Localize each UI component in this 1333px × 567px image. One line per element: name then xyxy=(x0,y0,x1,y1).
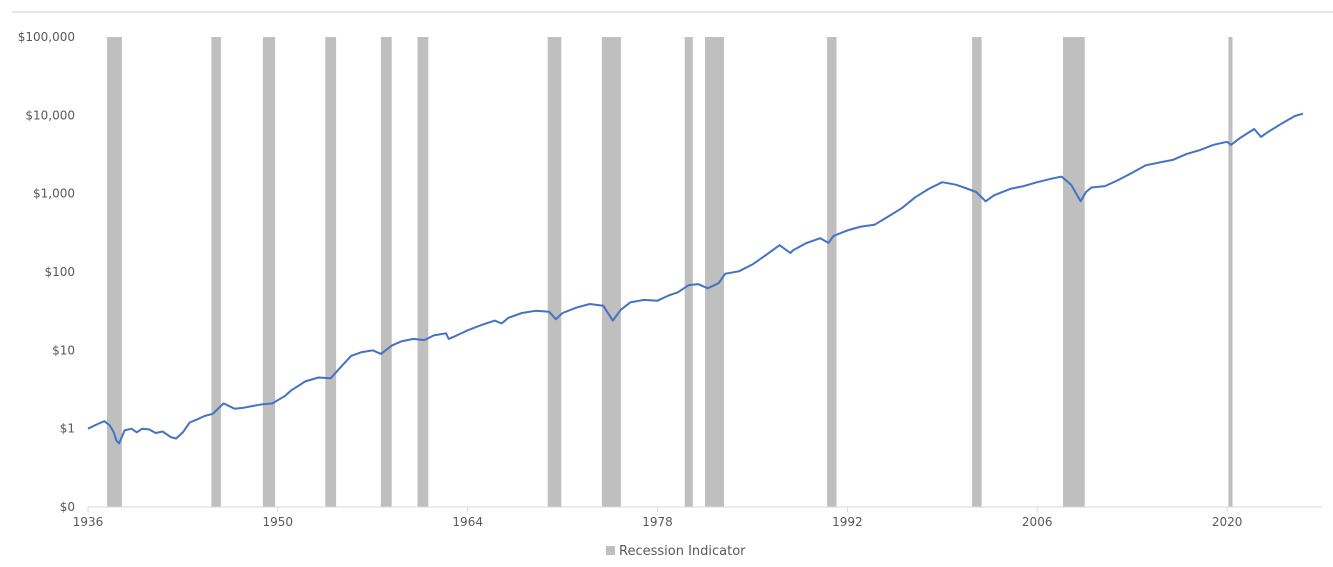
recession-band xyxy=(972,37,982,507)
recession-band xyxy=(380,37,392,507)
x-tick-label: 1964 xyxy=(452,515,483,529)
y-tick-label: $10,000 xyxy=(25,108,75,122)
x-tick-label: 1978 xyxy=(642,515,673,529)
recession-bands xyxy=(107,37,1233,507)
x-tick-label: 1936 xyxy=(73,515,104,529)
series-line xyxy=(87,112,1304,445)
recession-band xyxy=(262,37,276,507)
series-layer xyxy=(87,112,1304,445)
y-tick-label: $1 xyxy=(60,422,75,436)
recession-band xyxy=(107,37,122,507)
recession-band xyxy=(211,37,221,507)
axes: $0 $1 $10 $100 $1,000 $10,000 $100,000 1936 1950… xyxy=(18,30,1322,529)
y-tick-label: $100 xyxy=(44,265,75,279)
recession-band xyxy=(547,37,562,507)
recession-band xyxy=(417,37,429,507)
recession-band xyxy=(1063,37,1085,507)
recession-band xyxy=(705,37,724,507)
y-tick-label: $0 xyxy=(60,500,75,514)
x-tick-label: 1950 xyxy=(263,515,294,529)
recession-band xyxy=(827,37,837,507)
legend: Recession Indicator xyxy=(606,544,746,559)
x-tick-label: 2006 xyxy=(1022,515,1053,529)
y-tick-label: $100,000 xyxy=(18,30,75,44)
x-tick-label: 1992 xyxy=(832,515,863,529)
legend-label: Recession Indicator xyxy=(619,544,746,559)
legend-swatch xyxy=(606,546,615,555)
recession-band xyxy=(601,37,621,507)
recession-band xyxy=(325,37,337,507)
recession-band xyxy=(1228,37,1233,507)
x-tick-label: 2020 xyxy=(1212,515,1243,529)
y-tick-label: $1,000 xyxy=(33,187,75,201)
recession-band xyxy=(684,37,693,507)
y-tick-label: $10 xyxy=(52,343,75,357)
